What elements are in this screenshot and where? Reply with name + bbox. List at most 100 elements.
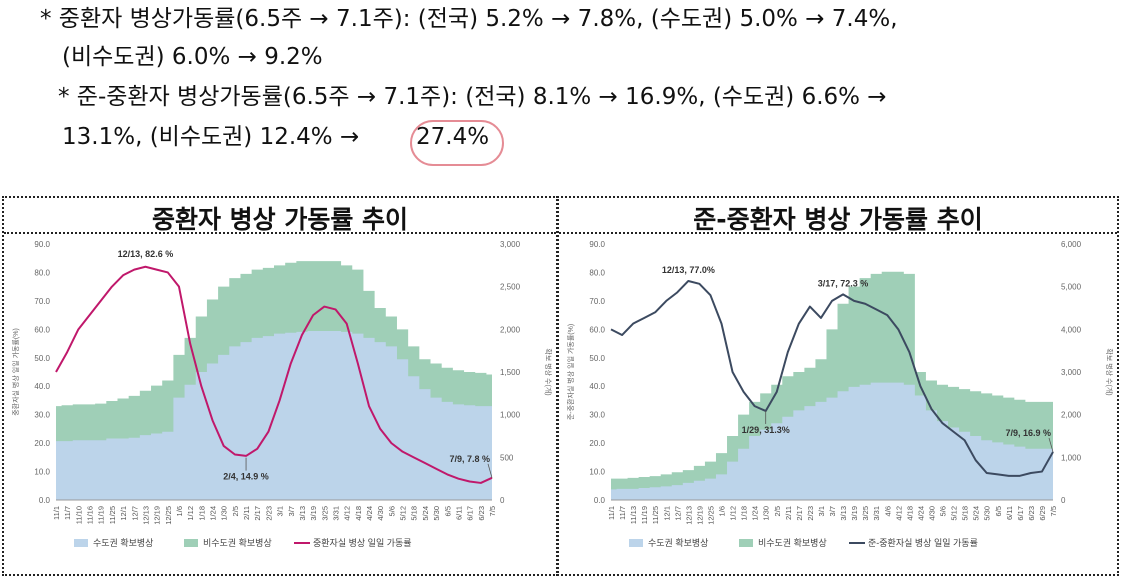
x-tick-label: 2/5 — [773, 506, 782, 516]
x-tick-label: 3/1 — [276, 506, 285, 516]
x-tick-label: 6/17 — [466, 506, 475, 521]
y-tick-label: 90.0 — [589, 240, 605, 249]
line-occupancy-rate — [55, 265, 493, 484]
y-tick-label: 40.0 — [34, 382, 50, 391]
x-tick-label: 3/7 — [828, 506, 837, 516]
x-tick-label: 3/1 — [817, 506, 826, 516]
x-tick-label: 1/6 — [175, 506, 184, 516]
x-tick-label: 11/1 — [52, 506, 61, 520]
y-tick-label: 70.0 — [34, 297, 50, 306]
x-tick-label: 7/5 — [488, 506, 497, 516]
x-tick-label: 4/24 — [365, 506, 374, 521]
x-tick-label: 1/24 — [209, 506, 218, 521]
y-tick-label: 60.0 — [589, 325, 605, 334]
x-tick-label: 1/24 — [751, 506, 760, 521]
legend-label: 수도권 확보병상 — [93, 537, 153, 548]
x-tick-label: 5/30 — [983, 506, 992, 521]
y-tick-label: 30.0 — [34, 411, 50, 420]
x-tick-label: 2/17 — [253, 506, 262, 521]
x-tick-label: 5/6 — [939, 506, 948, 516]
x-tick-label: 5/18 — [961, 506, 970, 521]
x-tick-label: 5/24 — [972, 506, 981, 521]
x-tick-label: 3/25 — [320, 506, 329, 521]
chart-title-icu: 중환자 병상 가동률 추이 — [151, 205, 409, 234]
chart-panel-icu: 중환자 병상 가동률 추이 0.0 10.0 20.0 30.0 40.0 50.0 60.… — [2, 196, 558, 576]
x-tick-label: 2/5 — [231, 506, 240, 516]
x-tick-label: 5/12 — [399, 506, 408, 521]
x-tick-label: 6/5 — [994, 506, 1003, 516]
x-tick-label: 1/12 — [186, 506, 195, 521]
chart-semi-icu: 0.0 10.0 20.0 30.0 40.0 50.0 60.0 70.0 80.0 90.0 0… — [566, 240, 1114, 548]
x-tick-label: 1/6 — [718, 506, 727, 516]
x-tick-label: 11/19 — [97, 506, 106, 524]
legend-label: 비수도권 확보병상 — [758, 537, 827, 548]
x-tick-label: 5/18 — [410, 506, 419, 521]
highlight-circle — [410, 120, 504, 166]
data-label: 2/4, 14.9 % — [223, 472, 269, 482]
x-tick-label: 3/25 — [861, 506, 870, 521]
y2-tick-label: 0 — [1061, 496, 1066, 505]
x-tick-label: 12/13 — [684, 506, 693, 525]
y2-tick-label: 1,000 — [1061, 453, 1082, 462]
x-tick-label: 1/30 — [220, 506, 229, 521]
y2-tick-label: 500 — [500, 453, 514, 462]
annotation-leader — [1048, 437, 1054, 453]
x-tick-label: 1/18 — [197, 506, 206, 521]
y-tick-label: 90.0 — [34, 240, 50, 249]
legend-label: 준-중환자실 병상 일일 가동률 — [868, 537, 978, 548]
x-tick-label: 11/7 — [618, 506, 627, 520]
data-label: 7/9, 7.8 % — [449, 454, 490, 464]
x-tick-label: 12/7 — [130, 506, 139, 521]
x-tick-label: 11/25 — [108, 506, 117, 524]
x-tick-label: 4/6 — [883, 506, 892, 516]
x-tick-label: 6/17 — [1016, 506, 1025, 521]
y2-axis-label: 확보 병상 수(개) — [544, 348, 553, 395]
panel-divider — [4, 232, 556, 234]
y-tick-label: 20.0 — [34, 439, 50, 448]
note-icu-line2: (비수도권) 6.0% → 9.2% — [62, 44, 323, 70]
y-tick-label: 40.0 — [589, 382, 605, 391]
legend-label: 비수도권 확보병상 — [203, 537, 272, 548]
x-tick-label: 4/30 — [376, 506, 385, 521]
y-tick-label: 70.0 — [589, 297, 605, 306]
x-tick-label: 3/13 — [839, 506, 848, 521]
x-tick-label: 12/25 — [164, 506, 173, 525]
panel-divider — [559, 232, 1117, 234]
x-tick-label: 3/31 — [331, 506, 340, 521]
x-tick-label: 2/17 — [795, 506, 804, 521]
note-semi-icu-line2: 13.1%, (비수도권) 12.4% → — [62, 124, 360, 150]
data-label: 12/13, 82.6 % — [118, 249, 174, 259]
y-tick-label: 0.0 — [594, 496, 606, 505]
x-tick-label: 7/5 — [1049, 506, 1058, 516]
x-tick-label: 3/19 — [309, 506, 318, 521]
x-tick-label: 12/1 — [119, 506, 128, 521]
note-semi-icu-line1: * 준-중환자 병상가동률(6.5주 → 7.1주): (전국) 8.1% → … — [58, 84, 887, 110]
x-tick-label: 4/18 — [905, 506, 914, 521]
x-tick-label: 11/25 — [651, 506, 660, 524]
y-tick-label: 0.0 — [39, 496, 51, 505]
legend-swatch — [184, 539, 198, 547]
x-tick-label: 6/29 — [1038, 506, 1047, 521]
y-tick-label: 80.0 — [34, 268, 50, 277]
chart-icu: 0.0 10.0 20.0 30.0 40.0 50.0 60.0 70.0 80.0 90.0 0… — [11, 240, 553, 548]
y2-tick-label: 0 — [500, 496, 505, 505]
x-tick-label: 12/25 — [706, 506, 715, 525]
x-tick-label: 11/19 — [640, 506, 649, 524]
x-tick-label: 12/1 — [662, 506, 671, 521]
x-tick-label: 11/13 — [629, 506, 638, 524]
y-tick-label: 50.0 — [34, 354, 50, 363]
x-tick-label: 6/5 — [443, 506, 452, 516]
x-tick-label: 4/18 — [354, 506, 363, 521]
chart-panel-semi-icu: 준-중환자 병상 가동률 추이 0.0 10.0 20.0 30.0 40.0 50.0 6… — [557, 196, 1119, 576]
x-tick-label: 11/10 — [74, 506, 83, 524]
x-tick-label: 1/30 — [762, 506, 771, 521]
x-tick-label: 3/13 — [298, 506, 307, 521]
y2-tick-label: 6,000 — [1061, 240, 1082, 249]
y-tick-label: 10.0 — [34, 468, 50, 477]
x-tick-label: 3/31 — [872, 506, 881, 521]
x-tick-label: 11/16 — [86, 506, 95, 524]
x-tick-label: 4/24 — [916, 506, 925, 521]
legend-label: 중환자실 병상 일일 가동률 — [313, 537, 412, 548]
x-tick-label: 2/23 — [264, 506, 273, 521]
chart-title-semi-icu: 준-중환자 병상 가동률 추이 — [693, 205, 983, 234]
